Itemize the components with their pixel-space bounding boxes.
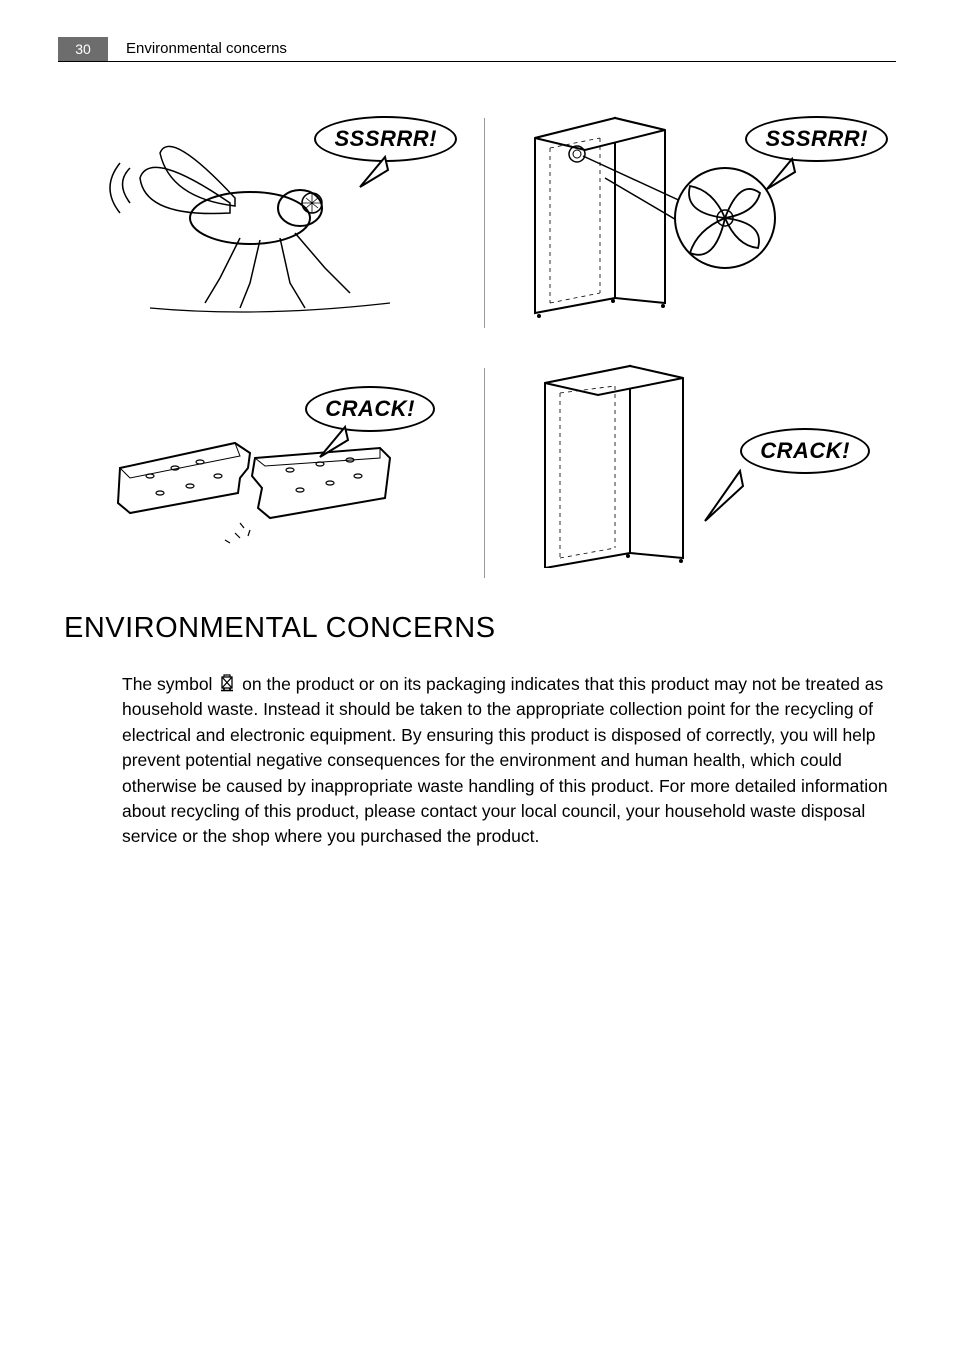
body-text-part2: on the product or on its packaging indic… — [122, 674, 888, 846]
header-title: Environmental concerns — [126, 40, 287, 57]
figure-appliance-crack: CRACK! — [505, 358, 880, 588]
figure-fly: SSSRRR! — [90, 108, 465, 338]
page-header: 30 Environmental concerns — [58, 36, 896, 62]
bubble-text: CRACK! — [325, 396, 415, 421]
speech-bubble-crack-2: CRACK! — [740, 428, 870, 474]
figure-divider — [484, 118, 485, 328]
section-heading: ENVIRONMENTAL CONCERNS — [64, 612, 496, 645]
section-body: The symbol on the product or on its pack… — [122, 672, 894, 850]
figure-cracker: CRACK! — [90, 358, 465, 588]
bubble-text: SSSRRR! — [765, 126, 868, 151]
bubble-tail-icon — [315, 422, 355, 462]
body-text-part1: The symbol — [122, 674, 217, 694]
bubble-text: CRACK! — [760, 438, 850, 463]
bubble-text: SSSRRR! — [334, 126, 437, 151]
bubble-tail-icon — [355, 152, 395, 192]
figure-divider — [484, 368, 485, 578]
figure-appliance-fan: SSSRRR! — [505, 108, 880, 338]
figure-grid: SSSRRR! — [90, 108, 880, 588]
page-number-box: 30 — [58, 37, 108, 61]
page-number: 30 — [75, 41, 91, 57]
bubble-tail-icon — [762, 154, 802, 194]
weee-icon — [219, 674, 235, 692]
bubble-tail-icon — [700, 466, 750, 526]
